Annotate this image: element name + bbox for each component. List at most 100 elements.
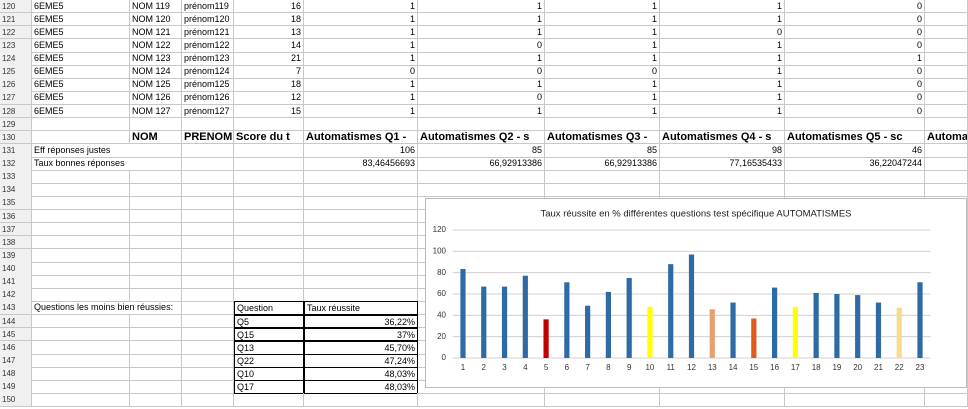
cell (660, 170, 785, 184)
cell (925, 170, 968, 184)
y-tick-label: 0 (442, 353, 447, 362)
cell (925, 0, 968, 14)
cell (182, 314, 234, 329)
cell (32, 262, 130, 276)
cell-text: NOM 119 (130, 0, 182, 14)
cell-text: 46 (785, 143, 925, 158)
cell (182, 340, 234, 355)
cell-text: prénom123 (182, 52, 234, 66)
cell (32, 354, 130, 368)
cell-text: 6EME5 (32, 25, 130, 40)
x-tick-label: 14 (729, 363, 738, 372)
cell (545, 393, 660, 408)
bar (501, 286, 508, 358)
cell (925, 91, 968, 106)
cell (130, 393, 182, 408)
row-number: 126 (0, 78, 32, 92)
cell (130, 380, 182, 394)
cell (130, 117, 182, 132)
cell (304, 262, 418, 276)
cell (925, 393, 968, 408)
cell (182, 301, 234, 316)
cell-text: Question (234, 301, 304, 316)
cell (234, 157, 304, 171)
cell-text: 0 (545, 65, 660, 79)
cell (660, 183, 785, 197)
cell (234, 183, 304, 197)
cell (925, 157, 968, 171)
cell (182, 393, 234, 408)
chart: Taux réussite en % différentes questions… (425, 198, 967, 388)
cell (130, 354, 182, 368)
cell (925, 25, 968, 40)
cell (304, 275, 418, 289)
cell (234, 248, 304, 263)
cell (545, 183, 660, 197)
cell-text: 21 (234, 52, 304, 66)
cell (234, 288, 304, 302)
cell (545, 170, 660, 184)
bar (813, 292, 819, 358)
cell (32, 367, 130, 381)
cell (304, 170, 418, 184)
y-tick-label: 120 (433, 225, 447, 234)
cell-text: prénom122 (182, 38, 234, 53)
cell-text: 0 (418, 91, 545, 106)
cell (418, 183, 545, 197)
x-tick-label: 12 (687, 363, 696, 372)
bar (875, 302, 882, 358)
cell (925, 52, 968, 66)
x-tick-label: 17 (791, 363, 800, 372)
cell (304, 196, 418, 211)
cell-text: Taux bonnes réponses (32, 157, 130, 171)
row-number: 140 (0, 262, 32, 276)
cell-text: Automatismes Q3 - (545, 130, 660, 145)
cell (130, 288, 182, 302)
bar (855, 295, 861, 358)
cell (660, 393, 785, 408)
cell (130, 170, 182, 184)
cell (234, 235, 304, 250)
y-tick-label: 100 (433, 246, 447, 255)
bar (626, 278, 632, 358)
cell-text: 36,22047244 (785, 157, 925, 171)
row-number: 143 (0, 301, 32, 316)
cell (925, 78, 968, 92)
cell (182, 183, 234, 197)
cell (785, 170, 925, 184)
cell-text: 1 (660, 91, 785, 106)
row-number: 128 (0, 104, 32, 119)
cell-text: 0 (785, 12, 925, 27)
row-number: 134 (0, 183, 32, 197)
cell (182, 235, 234, 250)
cell-text: NOM 120 (130, 12, 182, 27)
cell-text: Q10 (234, 367, 304, 381)
cell-text: 6EME5 (32, 12, 130, 27)
bar (896, 307, 902, 358)
cell (130, 248, 182, 263)
cell (130, 157, 182, 171)
x-tick-label: 13 (708, 363, 717, 372)
bar (585, 305, 591, 358)
cell (130, 301, 182, 316)
cell (925, 117, 968, 132)
bar (564, 282, 570, 358)
row-number: 130 (0, 130, 32, 145)
bar (751, 318, 757, 358)
cell-text: 0 (785, 65, 925, 79)
cell (234, 222, 304, 237)
row-number: 132 (0, 157, 32, 171)
row-number: 144 (0, 314, 32, 329)
x-tick-label: 11 (667, 363, 676, 372)
row-number: 139 (0, 248, 32, 263)
cell-text: 7 (234, 65, 304, 79)
bar (481, 286, 487, 358)
cell-text: 1 (304, 104, 418, 119)
cell (234, 117, 304, 132)
y-tick-label: 20 (437, 332, 446, 341)
cell (545, 117, 660, 132)
cell (304, 235, 418, 250)
cell (130, 367, 182, 381)
row-number: 136 (0, 209, 32, 224)
cell-text: 48,03% (304, 367, 418, 381)
